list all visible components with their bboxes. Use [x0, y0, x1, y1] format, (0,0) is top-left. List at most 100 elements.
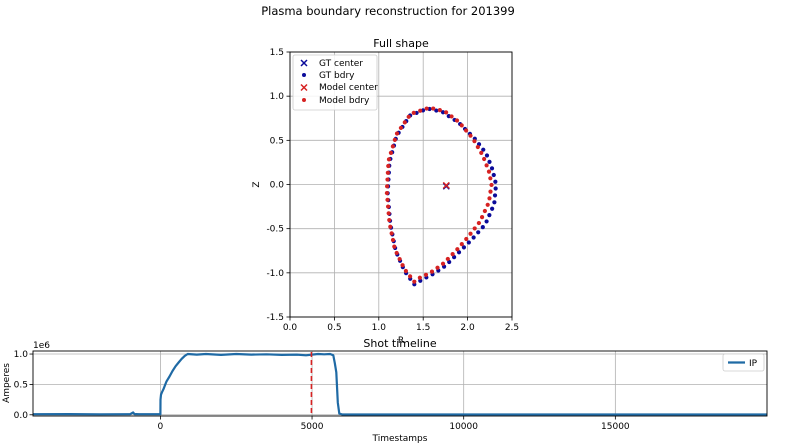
y-tick-label: 1.0	[14, 350, 29, 360]
boundary-point	[385, 170, 390, 175]
legend-model-bdry: Model bdry	[302, 96, 370, 106]
boundary-point	[488, 189, 493, 194]
boundary-point	[480, 225, 485, 230]
full-shape-y-ticks: -1.5 -1.0 -0.5 0.0 0.5 1.0 1.5	[266, 48, 290, 323]
boundary-point	[435, 265, 440, 270]
legend-gt-center-marker	[300, 59, 308, 67]
timeline-x-ticks: 0 5000 10000 15000	[158, 416, 630, 432]
legend-x-glyph	[300, 59, 308, 67]
boundary-point	[408, 274, 413, 279]
boundary-point	[488, 176, 493, 181]
legend-ip-label: IP	[749, 359, 758, 369]
boundary-point	[468, 231, 473, 236]
legend-gt-bdry: GT bdry	[302, 71, 355, 81]
boundary-point	[440, 261, 446, 266]
full-shape-ylabel: Z	[252, 181, 262, 187]
gt-boundary-series	[385, 106, 498, 287]
x-tick-label: 10000	[449, 422, 478, 432]
legend-gt-center: GT center	[300, 59, 363, 69]
boundary-point	[398, 125, 404, 131]
boundary-point	[424, 106, 429, 111]
full-shape-xlabel: R	[398, 336, 404, 346]
boundary-point	[491, 172, 496, 178]
boundary-point	[454, 118, 460, 123]
boundary-point	[390, 144, 395, 149]
boundary-point	[482, 208, 487, 214]
boundary-point	[386, 211, 391, 216]
boundary-point	[434, 108, 439, 113]
boundary-point	[417, 275, 422, 280]
full-shape-panel: 0.0 0.5 1.0 1.5 2.0 2.5 -1.5 -1.0 -0.5 0.0 0.5 1.0…	[252, 37, 519, 346]
boundary-point	[479, 150, 484, 155]
x-tick-label: 0.0	[283, 323, 298, 333]
y-tick-label: -1.5	[266, 313, 284, 323]
boundary-point	[472, 226, 477, 231]
boundary-point	[492, 200, 497, 205]
timeline-frame	[32, 350, 768, 417]
legend-model-bdry-marker	[302, 98, 306, 102]
legend-box	[292, 54, 378, 111]
boundary-point	[386, 163, 391, 169]
y-tick-label: 0.0	[14, 411, 29, 421]
legend-model-center: Model center	[300, 83, 378, 93]
legend-model-center-marker	[300, 83, 308, 92]
timeline-offset-label: 1e6	[33, 341, 50, 351]
full-shape-frame	[289, 51, 513, 318]
boundary-point	[461, 245, 467, 250]
shot-timeline-panel: 0 5000 10000 15000 0.00.51.0 Shot timeline …	[2, 337, 768, 444]
boundary-point	[423, 272, 429, 277]
boundary-point	[400, 263, 405, 268]
boundary-point	[486, 169, 492, 174]
y-tick-label: 0.5	[270, 136, 284, 146]
timeline-y-ticks: 0.0 0.5 1.0	[14, 350, 33, 421]
boundary-point	[476, 220, 481, 226]
boundary-point	[392, 244, 397, 249]
x-tick-label: 15000	[601, 422, 630, 432]
boundary-point	[476, 230, 481, 235]
y-tick-label: 0.0	[270, 181, 285, 191]
boundary-point	[466, 240, 471, 245]
boundary-point	[468, 133, 473, 138]
legend-gt-bdry-label: GT bdry	[319, 71, 355, 81]
timeline-legend: IP	[722, 353, 765, 372]
boundary-point	[389, 231, 394, 236]
boundary-point	[464, 128, 469, 133]
boundary-point	[418, 108, 423, 113]
boundary-point	[437, 107, 442, 113]
boundary-point	[384, 184, 390, 189]
boundary-point	[385, 197, 390, 202]
y-tick-label: -1.0	[266, 269, 284, 279]
x-tick-label: 2.5	[505, 323, 519, 333]
boundary-point	[385, 177, 390, 182]
boundary-point	[481, 147, 486, 152]
boundary-point	[444, 110, 449, 115]
boundary-point	[487, 196, 492, 201]
timeline-grid	[33, 351, 767, 416]
boundary-point	[412, 279, 417, 284]
boundary-point	[431, 106, 436, 111]
legend-model-bdry-label: Model bdry	[319, 96, 370, 106]
boundary-point	[459, 123, 464, 128]
timeline-ylabel: Amperes	[2, 363, 12, 403]
boundary-point	[471, 235, 476, 240]
full-shape-legend: GT center GT bdry Model center Model bdr…	[292, 54, 378, 111]
boundary-point	[388, 224, 393, 229]
boundary-point	[384, 190, 390, 196]
boundary-point	[472, 139, 477, 144]
boundary-point	[388, 150, 394, 155]
model-boundary-series	[384, 106, 494, 284]
model-center-point	[442, 181, 450, 189]
boundary-point	[390, 237, 396, 243]
y-tick-label: -0.5	[266, 225, 284, 235]
boundary-point	[459, 242, 464, 247]
boundary-point	[440, 110, 446, 115]
x-tick-label: 1.0	[372, 323, 387, 333]
boundary-point	[403, 268, 409, 274]
figure-suptitle: Plasma boundary reconstruction for 20139…	[261, 4, 515, 18]
boundary-point	[392, 137, 397, 142]
boundary-point	[489, 182, 494, 188]
center-markers	[442, 181, 450, 190]
boundary-point	[479, 215, 485, 220]
x-tick-label: 1.5	[416, 323, 430, 333]
